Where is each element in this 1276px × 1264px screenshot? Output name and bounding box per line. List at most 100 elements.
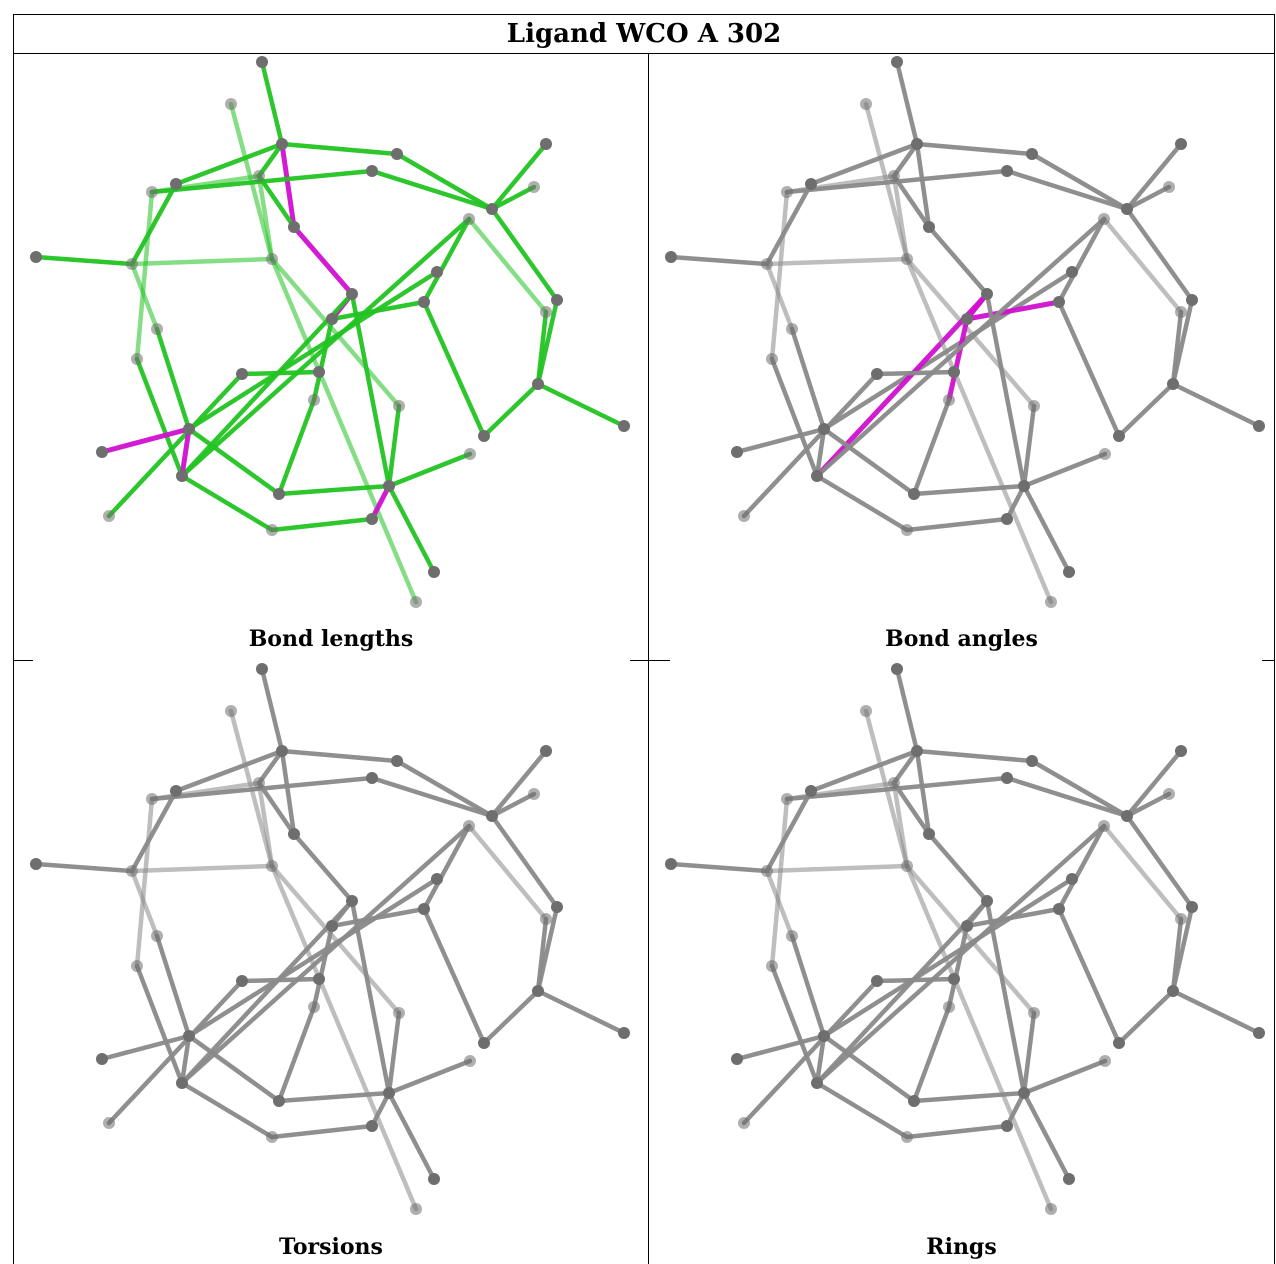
bond-b14 [33,861,135,874]
bond-b29 [1116,381,1176,439]
atom-a28 [943,394,955,406]
atom-a11 [30,251,42,263]
atom-a2 [860,98,872,110]
atom-a37 [383,480,395,492]
bond-b46 [239,976,322,984]
atom-a4 [391,148,403,160]
atom-a27 [1167,985,1179,997]
bond-b34 [421,823,472,912]
bond-b10 [369,775,495,819]
atom-a31 [818,423,830,435]
bond-b26 [1101,216,1184,315]
atom-a4 [1026,148,1038,160]
atom-a27 [1167,378,1179,390]
bond-b10 [369,168,495,212]
bond-b51 [911,1004,952,1104]
bond-b48 [99,426,192,455]
bond-b47 [741,371,880,519]
atom-a21 [540,913,552,925]
atom-a30 [393,400,405,412]
bond-b39 [821,426,917,497]
bond-b44 [386,483,437,575]
atom-a8 [170,178,182,190]
bond-b24 [1124,206,1195,303]
atom-a9 [1001,772,1013,784]
atom-a24 [131,960,143,972]
atom-a23 [151,323,163,335]
atom-a17 [1066,873,1078,885]
bond-b28 [1170,988,1262,1036]
bond-b40 [911,1090,1027,1104]
panel-bond-angles: Bond angles [649,54,1274,660]
bond-b7 [173,748,285,794]
atom-a10 [253,170,265,182]
bond-b15 [764,863,910,874]
atom-a16 [463,213,475,225]
bond-b12 [891,780,910,869]
atom-a15 [486,810,498,822]
bond-b43 [1021,1058,1108,1096]
atom-a3 [911,745,923,757]
bond-b4 [1029,151,1130,212]
atom-a42 [410,596,422,608]
atom-a17 [431,266,443,278]
bond-b8 [764,788,814,874]
bond-b13 [784,780,897,802]
atom-a6 [1163,788,1175,800]
bond-b34 [1056,823,1107,912]
bond-b28 [535,988,627,1036]
bond-b44 [1021,1090,1072,1182]
bond-b33 [964,906,1062,929]
atom-a39 [901,1131,913,1143]
atom-a38 [738,1117,750,1129]
bond-b46 [874,369,957,377]
atom-a1 [256,56,268,68]
bond-b51 [276,397,317,497]
atom-a31 [818,1030,830,1042]
bond-b27 [535,309,549,387]
atom-a18 [346,288,358,300]
bond-b17 [789,933,827,1039]
molecule-bond-lengths [30,56,630,608]
atom-a17 [431,873,443,885]
atom-a32 [96,1053,108,1065]
bond-b14 [33,254,135,267]
atom-a2 [225,98,237,110]
bond-b13 [149,173,262,195]
bond-b30 [186,269,440,432]
bond-b37 [1056,299,1122,439]
bond-b21 [386,1010,402,1096]
atom-a31 [183,423,195,435]
atom-a3 [276,745,288,757]
bond-b5 [914,141,932,230]
atom-a21 [1175,913,1187,925]
atom-a32 [731,1053,743,1065]
atom-a2 [225,705,237,717]
bond-b15 [129,863,275,874]
atom-a15 [486,203,498,215]
bond-b26 [466,216,549,315]
atom-a37 [1018,1087,1030,1099]
bond-b49 [179,1033,192,1086]
atom-a29 [618,1027,630,1039]
atom-a27 [532,378,544,390]
bond-b26 [466,823,549,922]
bond-b12 [891,173,910,262]
atom-a30 [1028,1007,1040,1019]
atom-a15 [1121,203,1133,215]
bond-b32 [946,316,970,403]
bond-b18 [769,796,790,969]
bond-b34 [421,216,472,305]
atom-a28 [943,1001,955,1013]
atom-a20 [1186,294,1198,306]
bond-b45 [904,256,1054,605]
atom-a11 [665,251,677,263]
panel-rings: Rings [649,661,1274,1264]
bond-b52 [256,780,297,837]
bond-b15 [764,256,910,267]
atom-a40 [366,513,378,525]
bond-b15 [129,256,275,267]
atom-a5 [1175,745,1187,757]
molecule-rings [665,663,1265,1215]
bond-b1 [259,59,285,147]
